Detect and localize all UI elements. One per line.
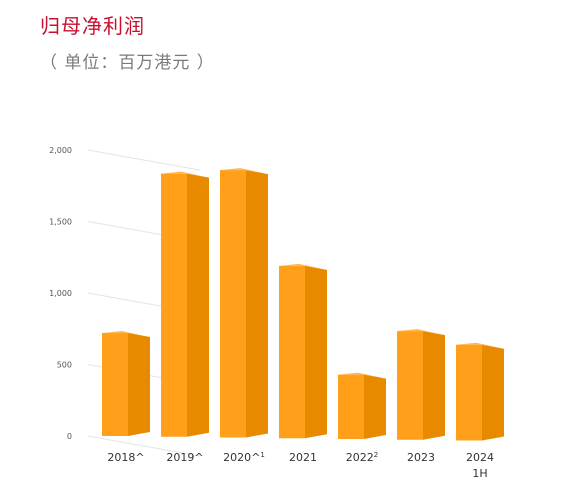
bar <box>102 331 150 436</box>
bar-side <box>305 265 327 439</box>
bar-front <box>102 333 128 436</box>
bar-top <box>456 342 504 349</box>
bar-side <box>246 170 268 438</box>
bar-side <box>423 331 445 440</box>
bar <box>161 171 209 437</box>
x-tick-label: 2023 <box>407 451 435 464</box>
bar-front <box>220 170 246 438</box>
bar <box>456 342 504 441</box>
chart-subtitle: （ 单位：百万港元 ） <box>40 53 215 73</box>
bar-side <box>482 344 504 441</box>
x-tick-label: 2019^ <box>166 451 203 464</box>
bar-front <box>161 173 187 437</box>
bar-front <box>279 265 305 439</box>
chart-title: 归母净利润 <box>40 14 145 38</box>
y-tick-label: 0 <box>67 432 72 441</box>
bar-top <box>161 171 209 178</box>
bar <box>338 372 386 439</box>
bar-top <box>279 263 327 270</box>
bar-side <box>128 333 150 436</box>
y-tick-label: 1,500 <box>49 218 72 227</box>
grid-line <box>87 149 201 171</box>
bar-front <box>456 344 482 441</box>
bar <box>220 168 268 438</box>
bar-side <box>187 173 209 437</box>
bar-top <box>338 372 386 379</box>
x-axis: 2018^ 2019^ 2020^1 2021 20222 2023 2024 1H <box>107 451 494 480</box>
y-tick-label: 2,000 <box>49 146 72 155</box>
x-tick-label: 2018^ <box>107 451 144 464</box>
bar-front <box>397 331 423 440</box>
bar-front <box>338 374 364 439</box>
bar-top <box>102 331 150 338</box>
grid-line <box>87 435 201 457</box>
bar-side <box>364 374 386 439</box>
x-tick-label: 2021 <box>289 451 317 464</box>
x-tick-label: 20222 <box>346 451 378 464</box>
y-tick-label: 500 <box>57 361 72 370</box>
bar <box>279 263 327 439</box>
y-tick-label: 1,000 <box>49 289 72 298</box>
x-tick-label: 2020^1 <box>223 451 265 464</box>
bar <box>397 329 445 440</box>
bar-top <box>220 168 268 175</box>
bars <box>102 168 504 441</box>
x-tick-label: 2024 <box>466 451 494 464</box>
y-axis: 0 500 1,000 1,500 2,000 <box>49 146 72 441</box>
x-tick-label-line2: 1H <box>472 467 487 480</box>
bar-top <box>397 329 445 336</box>
